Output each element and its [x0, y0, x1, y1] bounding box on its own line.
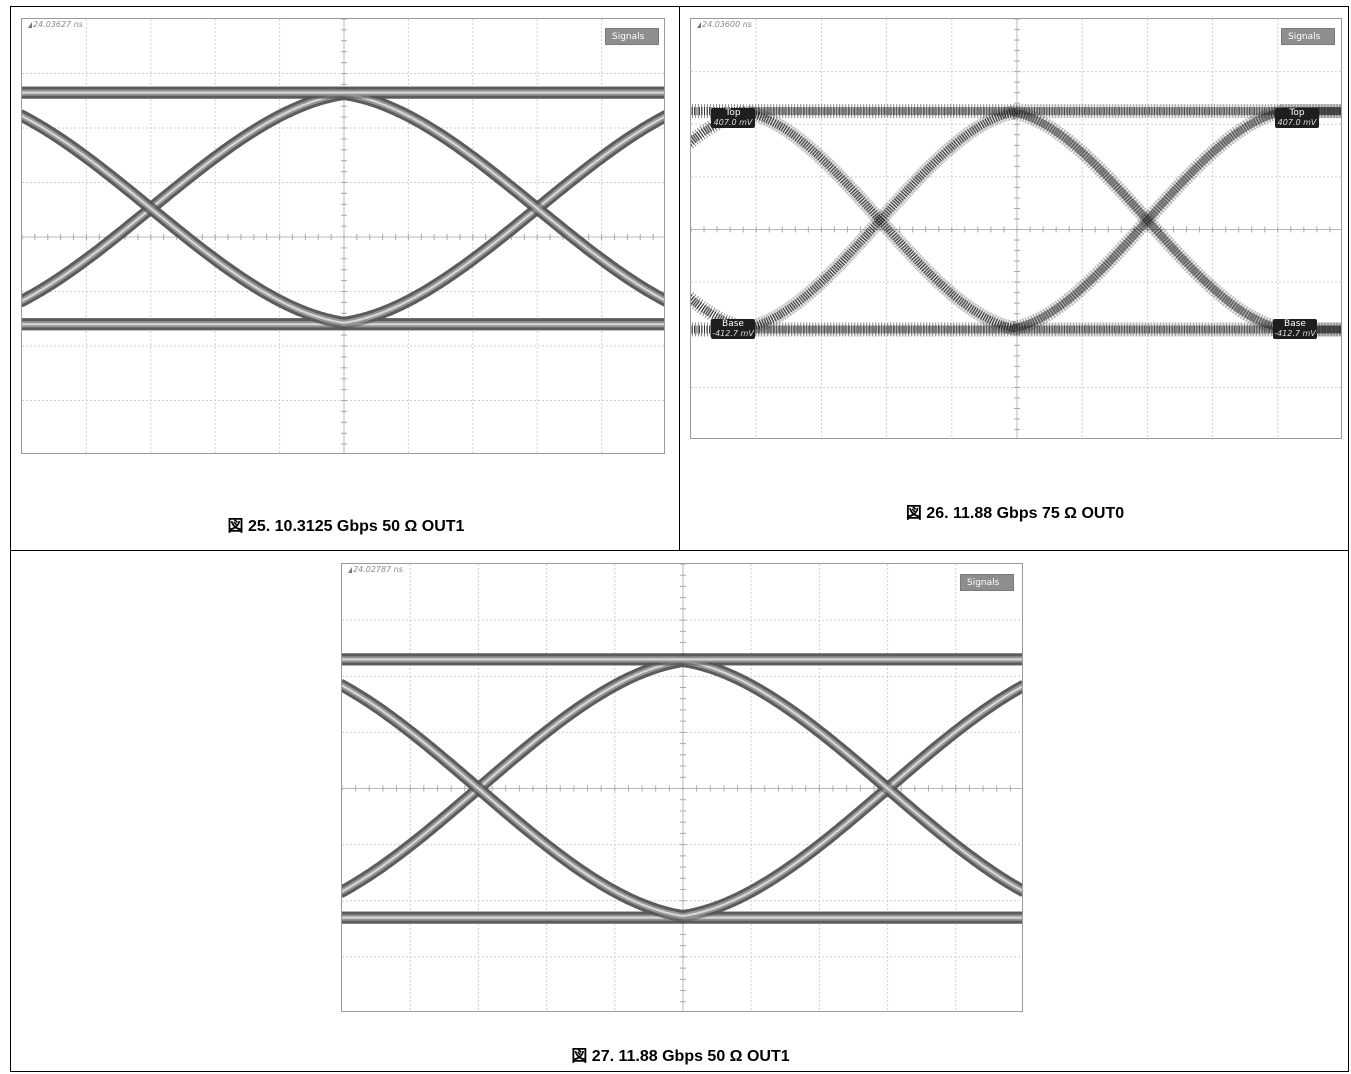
eye-trace-halo — [691, 105, 1341, 337]
eye-traces — [22, 86, 664, 331]
eye-trace — [691, 294, 1341, 334]
eye-trace — [691, 107, 1341, 333]
eye-trace-halo — [691, 292, 1341, 337]
top-marker-left: Top 407.0 mV — [711, 108, 755, 128]
grid — [342, 564, 1022, 1011]
eye-trace — [691, 108, 1341, 334]
eye-diagram-27: 24.02787 ns Signals — [341, 563, 1023, 1012]
eye-trace-halo — [691, 104, 1341, 149]
figure-cell-27: 24.02787 ns Signals 図 27. 11.88 Gbps 50 … — [10, 550, 1349, 1072]
base-marker-value: -412.7 mV — [712, 329, 754, 338]
eye-trace — [691, 107, 1341, 334]
figure-caption-26: 図 26. 11.88 Gbps 75 Ω OUT0 — [905, 505, 1125, 522]
signals-button[interactable]: Signals — [1281, 28, 1335, 45]
figure-cell-25: 24.03627 ns Signals 図 25. 10.3125 Gbps 5… — [10, 6, 680, 551]
eye-trace-halo — [691, 104, 1341, 336]
eye-diagram-25: 24.03627 ns Signals — [21, 18, 665, 454]
eye-trace — [691, 108, 1341, 334]
eye-trace-halo — [691, 104, 1341, 337]
eye-plot-25 — [22, 19, 664, 453]
grid — [691, 19, 1341, 438]
figure-caption-27: 図 27. 11.88 Gbps 50 Ω OUT1 — [571, 1048, 790, 1065]
eye-trace-core — [342, 684, 1022, 917]
eye-trace-halo — [691, 104, 1341, 336]
timestamp-readout: 24.03627 ns — [28, 20, 83, 29]
base-marker-value: -412.7 mV — [1274, 329, 1316, 338]
eye-plot-26 — [691, 19, 1341, 438]
eye-trace-halo — [691, 104, 1341, 337]
timestamp-readout: 24.03600 ns — [697, 20, 752, 29]
top-marker-value: 407.0 mV — [1277, 118, 1317, 127]
figure-caption-25: 図 25. 10.3125 Gbps 50 Ω OUT1 — [227, 518, 465, 535]
signals-button[interactable]: Signals — [960, 574, 1014, 591]
base-marker-right: Base -412.7 mV — [1273, 319, 1317, 339]
eye-traces — [691, 104, 1341, 337]
eye-trace-halo — [691, 104, 1341, 337]
top-marker-label: Top — [725, 108, 741, 118]
eye-trace-halo — [691, 105, 1341, 337]
eye-trace — [691, 107, 1341, 333]
eye-trace-halo — [691, 104, 1341, 337]
eye-trace-halo — [691, 104, 1341, 337]
eye-trace — [691, 107, 1341, 333]
eye-trace-halo — [691, 105, 1341, 337]
eye-trace — [691, 107, 1341, 147]
signals-button[interactable]: Signals — [605, 28, 659, 45]
timestamp-readout: 24.02787 ns — [348, 565, 403, 574]
base-marker-label: Base — [1284, 319, 1306, 329]
top-marker-value: 407.0 mV — [713, 118, 753, 127]
base-marker-label: Base — [722, 319, 744, 329]
figure-cell-26: 24.03600 ns Signals Top 407.0 mV Top 407… — [679, 6, 1349, 551]
eye-diagram-26: 24.03600 ns Signals Top 407.0 mV Top 407… — [690, 18, 1342, 439]
top-marker-label: Top — [1289, 108, 1305, 118]
top-marker-right: Top 407.0 mV — [1275, 108, 1319, 128]
eye-trace-core — [22, 114, 664, 324]
eye-trace-halo — [691, 104, 1341, 337]
base-marker-left: Base -412.7 mV — [711, 319, 755, 339]
eye-traces — [342, 653, 1022, 924]
eye-plot-27 — [342, 564, 1022, 1011]
eye-trace-halo — [691, 104, 1341, 336]
eye-trace — [691, 108, 1341, 334]
eye-trace — [691, 107, 1341, 334]
